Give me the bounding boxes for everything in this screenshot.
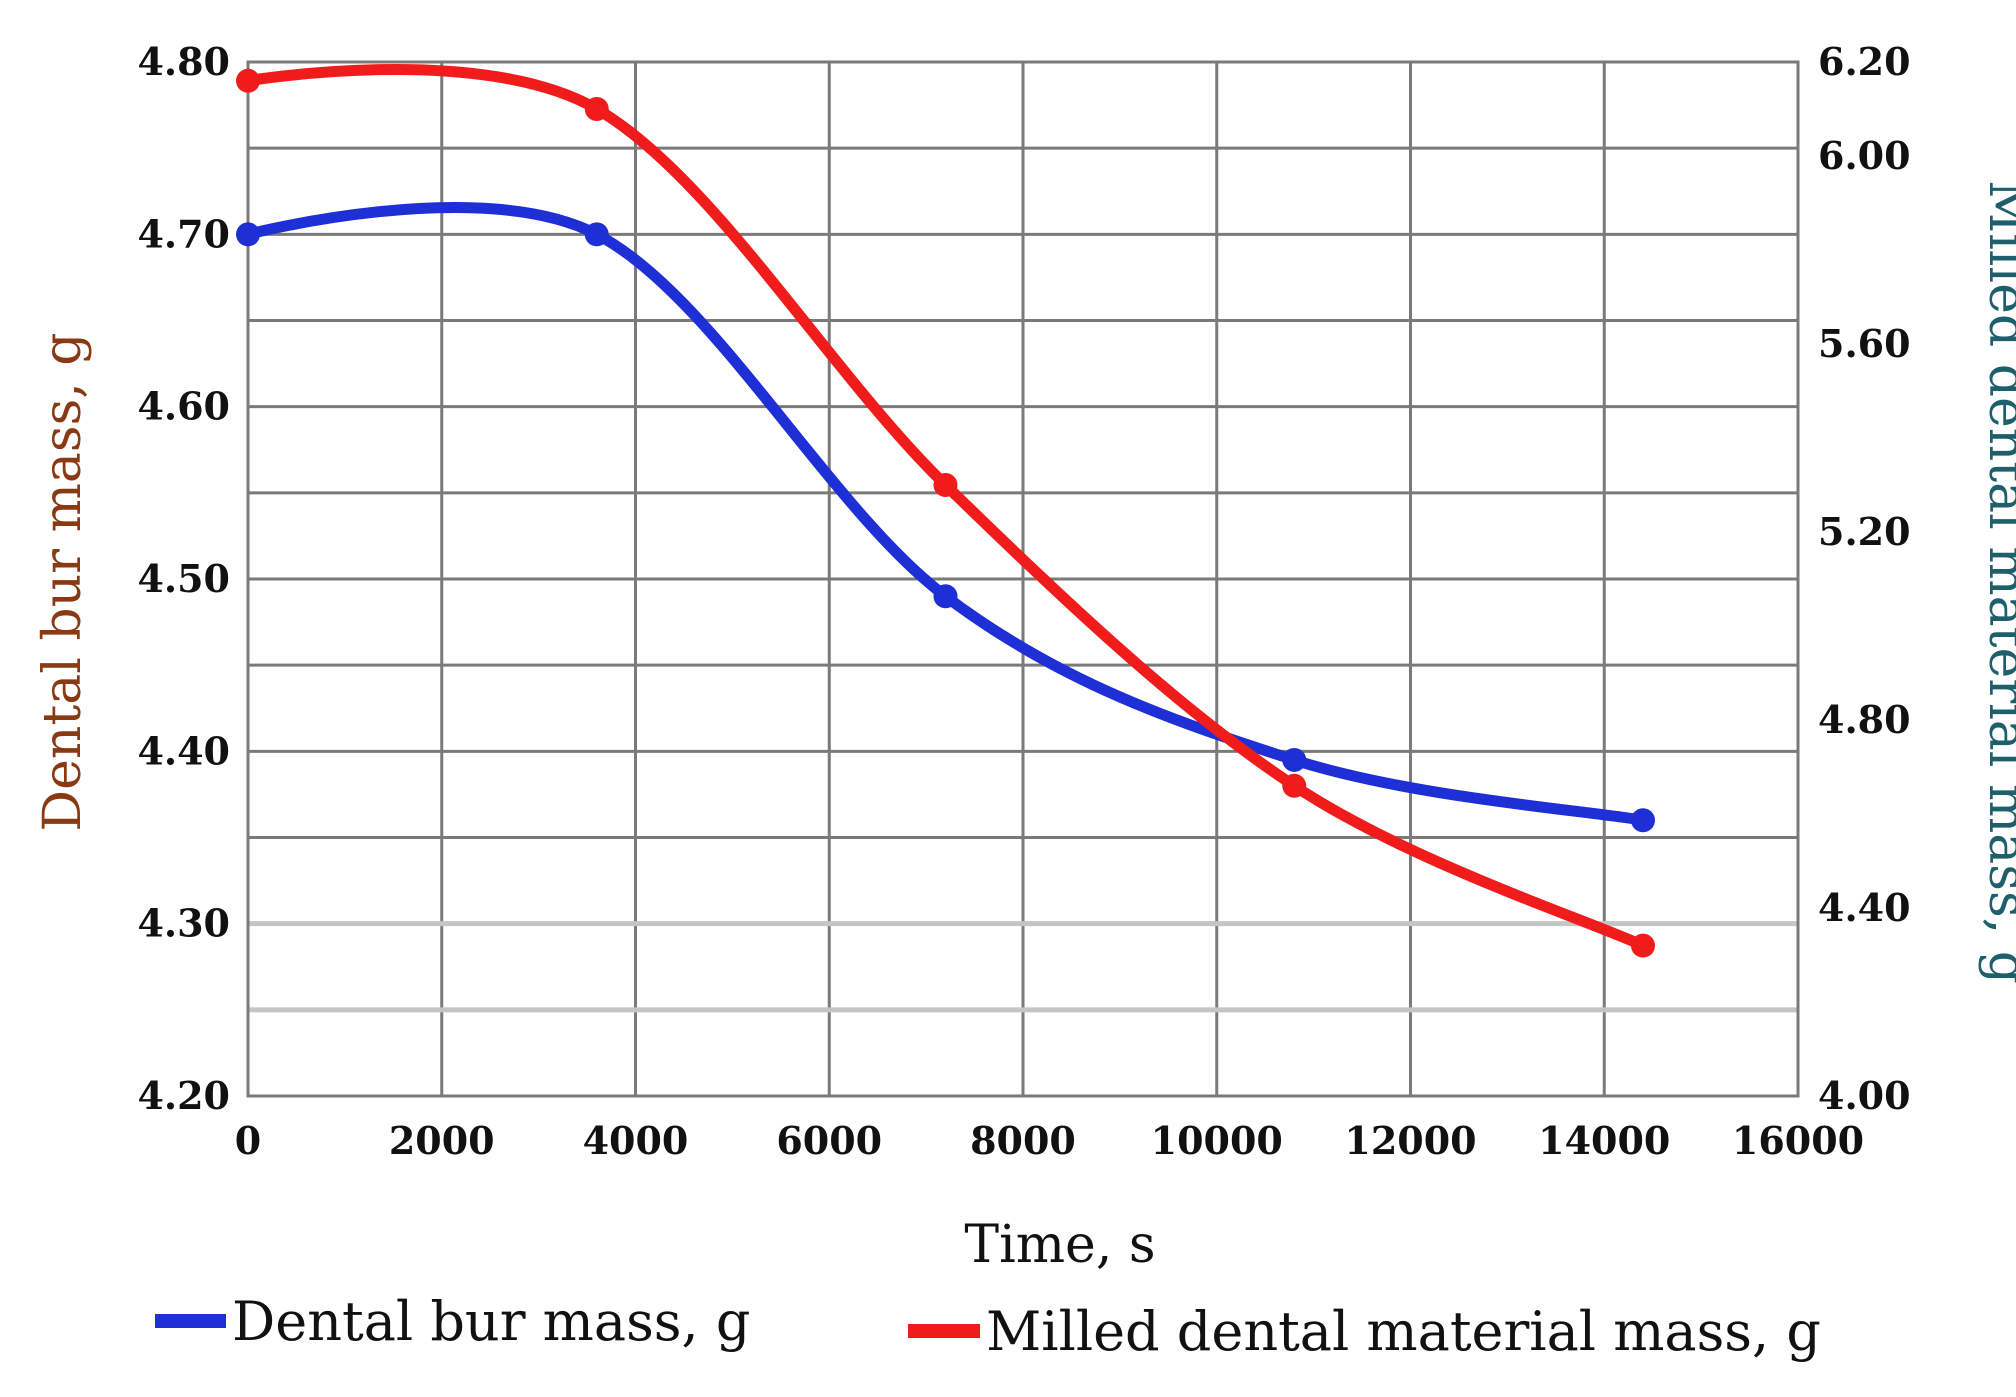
data-point-bur bbox=[1282, 747, 1307, 772]
y-axis-title-right: Milled dental material mass, g bbox=[1977, 180, 2016, 984]
x-tick-label: 0 bbox=[235, 1118, 261, 1163]
y-left-tick-label: 4.20 bbox=[137, 1073, 230, 1118]
data-point-bur bbox=[236, 222, 260, 247]
x-tick-label: 8000 bbox=[970, 1118, 1076, 1163]
y-left-tick-label: 4.30 bbox=[137, 901, 230, 946]
y-left-tick-label: 4.50 bbox=[137, 556, 230, 601]
legend: Dental bur mass, g Milled dental materia… bbox=[155, 1290, 1821, 1363]
y-right-tick-label: 4.00 bbox=[1818, 1073, 1911, 1118]
data-point-milled bbox=[1631, 933, 1655, 958]
x-tick-label: 12000 bbox=[1344, 1118, 1476, 1163]
y-axis-title-left: Dental bur mass, g bbox=[33, 332, 93, 831]
y-right-tick-label: 5.20 bbox=[1818, 509, 1911, 554]
data-point-bur bbox=[933, 584, 958, 609]
x-axis-title: Time, s bbox=[964, 1215, 1155, 1275]
x-tick-label: 2000 bbox=[389, 1118, 495, 1163]
x-tick-label: 10000 bbox=[1151, 1118, 1283, 1163]
plot-frame bbox=[246, 60, 1800, 1098]
y-right-tick-label: 5.60 bbox=[1818, 321, 1911, 366]
data-point-milled bbox=[236, 68, 260, 93]
x-tick-label: 6000 bbox=[776, 1118, 882, 1163]
y-left-tick-label: 4.40 bbox=[137, 728, 230, 773]
data-point-bur bbox=[1631, 808, 1655, 833]
series-line-bur bbox=[242, 202, 1649, 826]
grid bbox=[246, 60, 1800, 1098]
data-point-bur bbox=[584, 222, 609, 247]
data-point-milled bbox=[933, 473, 958, 497]
x-tick-label: 14000 bbox=[1538, 1118, 1670, 1163]
series-layer bbox=[236, 63, 1655, 958]
legend-label-milled: Milled dental material mass, g bbox=[986, 1300, 1821, 1363]
y-right-tick-label: 6.20 bbox=[1818, 39, 1911, 84]
data-point-milled bbox=[1282, 773, 1307, 798]
y-right-tick-label: 4.40 bbox=[1818, 885, 1911, 930]
y-left-tick-label: 4.70 bbox=[137, 211, 230, 256]
x-tick-label: 16000 bbox=[1732, 1118, 1864, 1163]
y-left-tick-label: 4.80 bbox=[137, 39, 230, 84]
y-right-tick-label: 6.00 bbox=[1818, 133, 1911, 178]
legend-label-bur: Dental bur mass, g bbox=[232, 1290, 750, 1353]
x-tick-label: 4000 bbox=[583, 1118, 689, 1163]
ticks-layer: 0 2000 4000 6000 8000 10000 12000 14000 16000 4.2… bbox=[137, 39, 1910, 1163]
data-point-milled bbox=[584, 97, 609, 121]
y-left-tick-label: 4.60 bbox=[137, 384, 230, 429]
y-right-tick-label: 4.80 bbox=[1818, 697, 1911, 742]
